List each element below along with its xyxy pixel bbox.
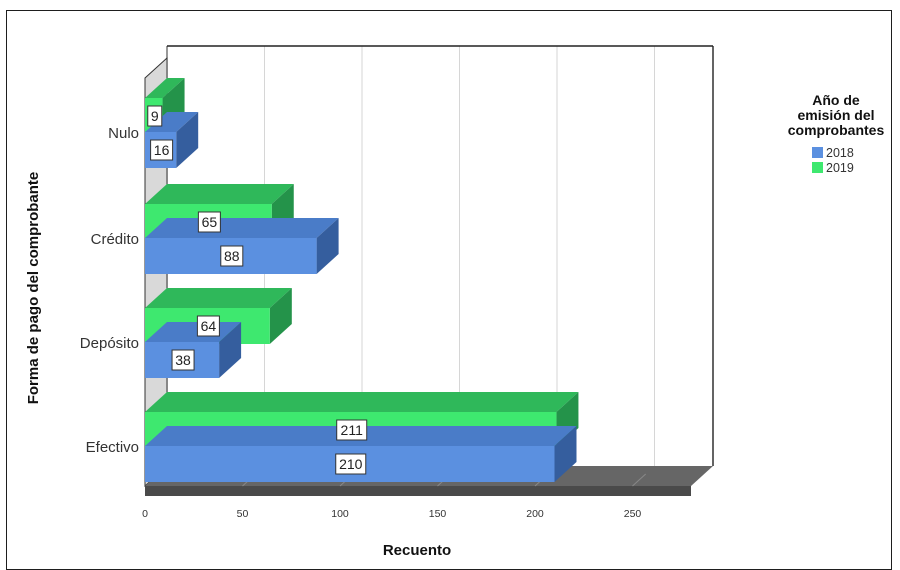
- y-axis-title: Forma de pago del comprobante: [25, 172, 42, 405]
- legend-item-2018: 2018: [812, 145, 900, 160]
- category-label-Depósito: Depósito: [80, 335, 139, 352]
- legend: Año de emisión del comprobantes 2018 201…: [768, 93, 900, 175]
- bar-top-face: [145, 392, 579, 412]
- legend-title-line: comprobantes: [787, 122, 885, 138]
- data-label-Crédito-2019: 65: [197, 211, 221, 233]
- data-label-box: [335, 453, 367, 475]
- data-label-text: 211: [341, 422, 364, 438]
- category-label-Nulo: Nulo: [108, 125, 139, 142]
- bar-top-face: [145, 218, 339, 238]
- legend-swatch-2019: [812, 162, 823, 173]
- bar-side-face: [219, 322, 242, 378]
- legend-title-line: emisión del: [797, 107, 875, 123]
- data-label-box: [171, 349, 195, 371]
- category-label-Efectivo: Efectivo: [86, 439, 139, 456]
- legend-title: Año de emisión del comprobantes: [768, 93, 900, 138]
- legend-label-2019: 2019: [826, 160, 854, 175]
- data-label-Nulo-2018: 16: [150, 139, 174, 161]
- data-label-box: [336, 419, 368, 441]
- data-label-text: 64: [201, 318, 217, 334]
- category-labels: Nulo Crédito Depósito Efectivo: [80, 125, 139, 456]
- data-label-box: [147, 105, 163, 127]
- data-label-box: [197, 211, 221, 233]
- data-label-box: [196, 315, 220, 337]
- floor-front: [145, 486, 691, 496]
- data-label-Depósito-2018: 38: [171, 349, 195, 371]
- data-label-text: 9: [151, 108, 159, 124]
- bar-side-face: [269, 288, 292, 344]
- bar-side-face: [316, 218, 339, 274]
- bar-top-face: [145, 288, 292, 308]
- data-labels: 9 16 65 88 64 38 211 210: [147, 105, 368, 475]
- x-tick-labels: 0 50 100 150 200 250: [142, 508, 641, 520]
- x-tick-100: 100: [331, 508, 349, 520]
- legend-item-2019: 2019: [812, 160, 900, 175]
- data-label-box: [220, 245, 244, 267]
- bar-top-face: [145, 78, 185, 98]
- data-label-Nulo-2019: 9: [147, 105, 163, 127]
- data-label-text: 38: [175, 352, 191, 368]
- data-label-Crédito-2018: 88: [220, 245, 244, 267]
- x-tick-250: 250: [624, 508, 642, 520]
- data-label-text: 65: [202, 214, 218, 230]
- x-tick-150: 150: [429, 508, 447, 520]
- x-axis-title: Recuento: [383, 542, 451, 559]
- legend-label-2018: 2018: [826, 145, 854, 160]
- legend-swatch-2018: [812, 147, 823, 158]
- data-label-text: 210: [339, 456, 363, 472]
- x-tick-200: 200: [526, 508, 544, 520]
- bar-side-face: [554, 426, 577, 482]
- bar-top-face: [145, 184, 294, 204]
- data-label-text: 88: [224, 248, 240, 264]
- bar-top-face: [145, 112, 199, 132]
- bar-side-face: [176, 112, 199, 168]
- data-label-text: 16: [154, 142, 170, 158]
- data-label-box: [150, 139, 174, 161]
- data-label-Depósito-2019: 64: [196, 315, 220, 337]
- data-label-Efectivo-2018: 210: [335, 453, 367, 475]
- x-tick-50: 50: [237, 508, 249, 520]
- floor-tick: [632, 473, 647, 487]
- category-label-Crédito: Crédito: [91, 231, 139, 248]
- data-label-Efectivo-2019: 211: [336, 419, 368, 441]
- legend-title-line: Año de: [812, 92, 860, 108]
- x-tick-0: 0: [142, 508, 148, 520]
